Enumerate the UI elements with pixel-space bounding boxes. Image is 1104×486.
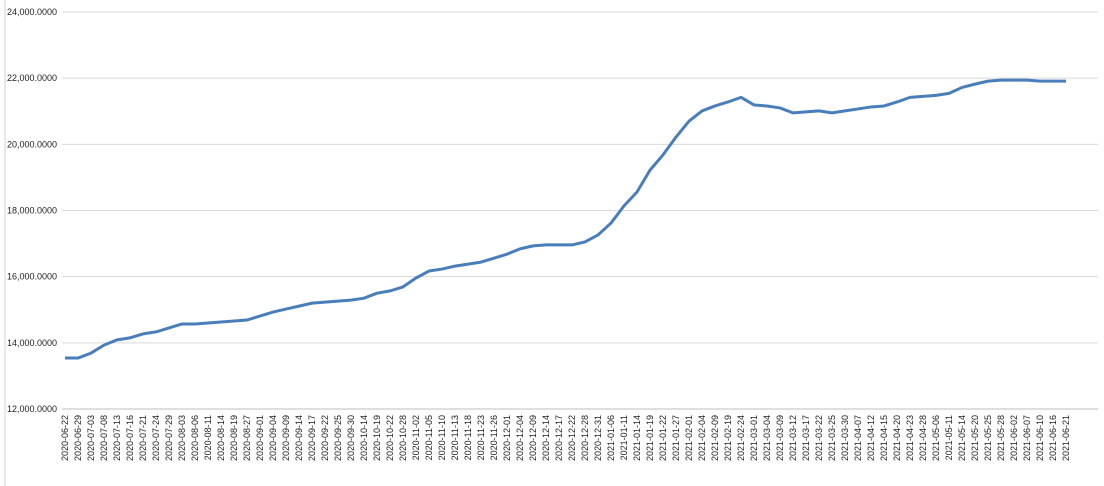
x-tick-label: 2020-11-18 — [463, 415, 473, 460]
x-tick-label: 2020-07-03 — [86, 415, 96, 461]
x-tick-label: 2020-06-22 — [60, 415, 70, 461]
x-tick-label: 2021-03-22 — [814, 415, 824, 461]
x-tick-label: 2020-08-11 — [203, 415, 213, 460]
x-tick-label: 2020-06-29 — [73, 415, 83, 461]
x-tick-label: 2020-07-29 — [164, 415, 174, 461]
y-tick-label: 20,000.0000 — [7, 139, 57, 149]
x-tick-label: 2020-10-28 — [398, 415, 408, 461]
x-tick-label: 2020-11-10 — [437, 415, 447, 460]
x-tick-label: 2021-03-12 — [788, 415, 798, 461]
x-tick-label: 2021-05-06 — [931, 415, 941, 461]
x-tick-label: 2020-11-05 — [424, 415, 434, 460]
x-tick-label: 2020-12-31 — [593, 415, 603, 461]
x-tick-label: 2021-05-25 — [983, 415, 993, 461]
y-tick-label: 18,000.0000 — [7, 206, 57, 216]
x-tick-label: 2021-01-19 — [645, 415, 655, 461]
x-tick-label: 2021-05-20 — [970, 415, 980, 461]
x-tick-label: 2020-09-17 — [307, 415, 317, 461]
y-tick-label: 12,000.0000 — [7, 404, 57, 414]
x-tick-label: 2020-08-14 — [216, 415, 226, 461]
x-tick-label: 2020-09-01 — [255, 415, 265, 461]
x-tick-label: 2021-06-16 — [1048, 415, 1058, 461]
x-tick-label: 2020-10-19 — [372, 415, 382, 461]
x-tick-label: 2021-03-09 — [775, 415, 785, 461]
x-tick-label: 2021-01-06 — [606, 415, 616, 461]
y-tick-label: 24,000.0000 — [7, 7, 57, 17]
x-tick-label: 2020-11-13 — [450, 415, 460, 460]
x-tick-label: 2021-05-28 — [996, 415, 1006, 461]
x-tick-label: 2021-03-01 — [749, 415, 759, 461]
x-tick-label: 2021-03-30 — [840, 415, 850, 461]
x-tick-label: 2020-12-17 — [554, 415, 564, 461]
x-tick-label: 2021-06-07 — [1022, 415, 1032, 461]
x-tick-label: 2020-08-03 — [177, 415, 187, 461]
x-tick-label: 2020-10-14 — [359, 415, 369, 461]
x-tick-label: 2021-01-27 — [671, 415, 681, 461]
x-tick-label: 2020-09-25 — [333, 415, 343, 461]
x-tick-label: 2021-05-11 — [944, 415, 954, 460]
x-tick-label: 2021-06-10 — [1035, 415, 1045, 461]
x-tick-label: 2021-03-25 — [827, 415, 837, 461]
x-tick-label: 2021-04-20 — [892, 415, 902, 461]
x-tick-label: 2020-12-28 — [580, 415, 590, 461]
x-tick-label: 2021-02-19 — [723, 415, 733, 461]
x-tick-label: 2020-07-16 — [125, 415, 135, 461]
y-tick-label: 16,000.0000 — [7, 272, 57, 282]
x-tick-label: 2020-12-22 — [567, 415, 577, 461]
x-tick-label: 2020-12-01 — [502, 415, 512, 461]
x-tick-label: 2020-09-22 — [320, 415, 330, 461]
x-tick-label: 2020-10-22 — [385, 415, 395, 461]
x-tick-label: 2021-04-15 — [879, 415, 889, 461]
x-tick-label: 2021-04-07 — [853, 415, 863, 461]
x-tick-label: 2020-09-04 — [268, 415, 278, 461]
x-tick-label: 2021-01-22 — [658, 415, 668, 461]
x-tick-label: 2020-12-04 — [515, 415, 525, 461]
x-tick-label: 2020-09-30 — [346, 415, 356, 461]
x-tick-label: 2021-01-14 — [632, 415, 642, 461]
x-tick-label: 2020-07-21 — [138, 415, 148, 461]
x-tick-label: 2021-06-02 — [1009, 415, 1019, 461]
y-tick-label: 22,000.0000 — [7, 73, 57, 83]
x-tick-label: 2021-06-21 — [1061, 415, 1071, 461]
x-tick-label: 2021-02-24 — [736, 415, 746, 461]
x-tick-label: 2020-11-26 — [489, 415, 499, 460]
x-tick-label: 2020-08-19 — [229, 415, 239, 461]
x-tick-label: 2021-04-28 — [918, 415, 928, 461]
x-tick-label: 2021-02-09 — [710, 415, 720, 461]
x-tick-label: 2021-02-01 — [684, 415, 694, 461]
x-tick-label: 2020-09-09 — [281, 415, 291, 461]
x-tick-label: 2021-04-12 — [866, 415, 876, 461]
x-tick-label: 2020-07-24 — [151, 415, 161, 461]
x-tick-label: 2020-11-02 — [411, 415, 421, 460]
x-tick-label: 2020-07-08 — [99, 415, 109, 461]
x-tick-label: 2020-07-13 — [112, 415, 122, 461]
x-tick-label: 2020-08-06 — [190, 415, 200, 461]
data-line — [65, 78, 1066, 360]
x-tick-label: 2021-02-04 — [697, 415, 707, 461]
x-tick-label: 2021-01-11 — [619, 415, 629, 460]
x-tick-label: 2020-11-23 — [476, 415, 486, 460]
x-tick-label: 2021-04-23 — [905, 415, 915, 461]
x-tick-label: 2021-03-04 — [762, 415, 772, 461]
x-tick-label: 2020-12-09 — [528, 415, 538, 461]
x-tick-label: 2020-09-14 — [294, 415, 304, 461]
y-tick-label: 14,000.0000 — [7, 338, 57, 348]
x-tick-label: 2021-05-14 — [957, 415, 967, 461]
x-tick-label: 2021-03-17 — [801, 415, 811, 461]
x-tick-label: 2020-12-14 — [541, 415, 551, 461]
x-tick-label: 2020-08-27 — [242, 415, 252, 461]
